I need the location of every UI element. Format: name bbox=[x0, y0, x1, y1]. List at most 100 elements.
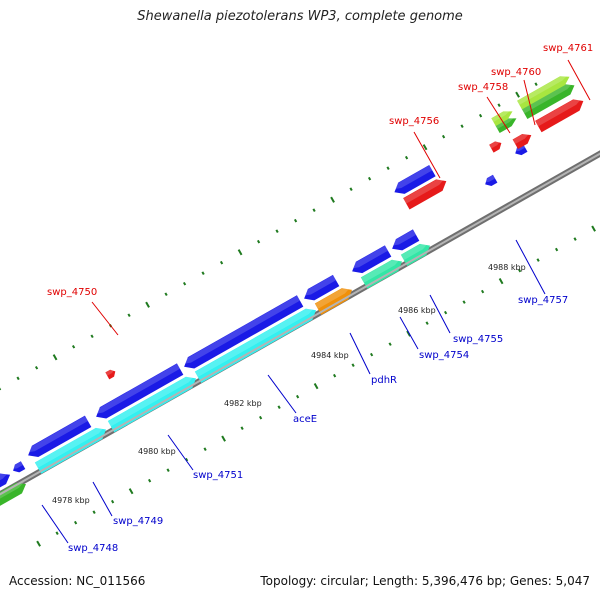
forward-tick bbox=[275, 229, 279, 234]
forward-tick bbox=[422, 144, 428, 151]
label-leader-line bbox=[567, 59, 591, 101]
gene-label-swp_4760[interactable]: swp_4760 bbox=[491, 67, 541, 78]
gene-label-swp_4757[interactable]: swp_4757 bbox=[518, 295, 568, 306]
forward-tick bbox=[386, 166, 390, 170]
gene-pdhR-blue bbox=[302, 274, 340, 301]
forward-tick bbox=[497, 103, 501, 107]
forward-tick bbox=[201, 271, 205, 276]
forward-tick bbox=[127, 313, 131, 318]
forward-tick bbox=[349, 187, 353, 192]
gene-label-swp_4761[interactable]: swp_4761 bbox=[543, 43, 593, 54]
gene-swp_4757 bbox=[484, 174, 498, 187]
forward-tick bbox=[515, 91, 520, 98]
gene-labels: 4978 kbp 4980 kbp 4982 kbp 4984 kbp 4986 kbp… bbox=[41, 43, 593, 554]
label-leader-line bbox=[91, 301, 119, 336]
reverse-tick bbox=[166, 468, 170, 472]
gene-swp_4754-blue bbox=[350, 245, 392, 274]
gene-swp_4755-mint bbox=[400, 242, 431, 266]
reverse-tick bbox=[555, 247, 559, 252]
forward-tick bbox=[441, 134, 446, 139]
gene-aceE-cyan bbox=[194, 307, 317, 383]
gene-swp_4760 bbox=[512, 132, 532, 150]
reverse-tick bbox=[333, 373, 337, 378]
scale-label: 4988 kbp bbox=[488, 263, 526, 272]
reverse-tick bbox=[370, 352, 374, 357]
gene-label-swp_4756[interactable]: swp_4756 bbox=[389, 116, 439, 127]
gene-marker bbox=[11, 461, 26, 473]
reverse-tick bbox=[425, 321, 429, 325]
reverse-tick bbox=[221, 435, 226, 442]
label-leader-line bbox=[413, 131, 441, 179]
gene-swp_4751-blue bbox=[94, 363, 184, 419]
label-leader-line bbox=[429, 294, 451, 334]
scale-label: 4984 kbp bbox=[311, 351, 349, 360]
gene-swp_4758 bbox=[489, 141, 502, 153]
gene-label-swp_4749[interactable]: swp_4749 bbox=[113, 516, 163, 527]
gene-label-swp_4754[interactable]: swp_4754 bbox=[419, 350, 469, 361]
gene-swp_4748-block bbox=[0, 472, 11, 495]
gene-swp_4749-cyan bbox=[34, 426, 107, 474]
forward-tick-marks bbox=[0, 82, 538, 391]
gene-swp_4751-cyan bbox=[107, 375, 197, 433]
forward-tick bbox=[145, 301, 150, 308]
forward-tick bbox=[90, 334, 94, 339]
reverse-tick bbox=[55, 531, 59, 535]
gene-aceE-blue bbox=[182, 295, 304, 369]
reverse-tick bbox=[313, 383, 319, 390]
reverse-tick bbox=[351, 363, 355, 367]
reverse-tick bbox=[111, 499, 115, 504]
reverse-tick-marks bbox=[36, 225, 596, 547]
scale-label: 4980 kbp bbox=[138, 447, 176, 456]
reverse-tick bbox=[296, 394, 300, 399]
label-leader-line bbox=[523, 79, 536, 126]
label-leader-line bbox=[167, 434, 194, 471]
gene-label-swp_4748[interactable]: swp_4748 bbox=[68, 543, 118, 554]
reverse-tick bbox=[74, 520, 78, 525]
reverse-tick bbox=[128, 488, 134, 495]
gene-swp_4761-green bbox=[521, 82, 575, 119]
gene-label-swp_4751[interactable]: swp_4751 bbox=[193, 470, 243, 481]
forward-tick bbox=[16, 376, 20, 381]
scale-label: 4986 kbp bbox=[398, 306, 436, 315]
reverse-tick bbox=[277, 405, 281, 409]
gene-label-swp_4750[interactable]: swp_4750 bbox=[47, 287, 97, 298]
reverse-tick bbox=[481, 289, 485, 294]
label-leader-line bbox=[349, 332, 371, 375]
label-leader-line bbox=[486, 96, 511, 134]
scale-label: 4982 kbp bbox=[224, 399, 262, 408]
gene-label-pdhr[interactable]: pdhR bbox=[371, 375, 397, 386]
gene-swp_4760-lg bbox=[491, 109, 513, 127]
forward-tick bbox=[164, 292, 168, 297]
reverse-tick bbox=[148, 478, 152, 483]
gene-label-swp_4758[interactable]: swp_4758 bbox=[458, 82, 508, 93]
label-leader-line bbox=[515, 239, 546, 295]
forward-tick bbox=[404, 155, 409, 160]
forward-tick bbox=[367, 176, 372, 181]
reverse-tick bbox=[444, 310, 448, 315]
forward-tick bbox=[34, 365, 39, 370]
reverse-tick bbox=[259, 415, 263, 420]
forward-tick bbox=[460, 124, 464, 128]
forward-tick bbox=[52, 354, 58, 361]
gene-label-swp_4755[interactable]: swp_4755 bbox=[453, 334, 503, 345]
forward-tick bbox=[293, 218, 298, 223]
gene-features bbox=[0, 74, 600, 509]
gene-swp_4761-lightgreen bbox=[517, 74, 570, 110]
forward-tick bbox=[312, 208, 316, 213]
reverse-tick bbox=[406, 330, 411, 337]
forward-tick bbox=[330, 196, 335, 203]
map-title: Shewanella piezotolerans WP3, complete g… bbox=[137, 9, 463, 24]
label-leader-line bbox=[267, 374, 297, 414]
gene-swp_4750 bbox=[105, 369, 116, 380]
forward-tick bbox=[182, 281, 187, 286]
reverse-tick bbox=[518, 268, 522, 273]
reverse-tick bbox=[536, 258, 540, 262]
gene-label-acee[interactable]: aceE bbox=[293, 414, 317, 425]
forward-tick bbox=[71, 344, 76, 349]
accession-text: Accession: NC_011566 bbox=[9, 574, 146, 588]
label-leader-line bbox=[41, 504, 69, 544]
reverse-tick bbox=[92, 510, 96, 514]
forward-tick bbox=[478, 113, 483, 118]
reverse-tick bbox=[240, 426, 244, 430]
